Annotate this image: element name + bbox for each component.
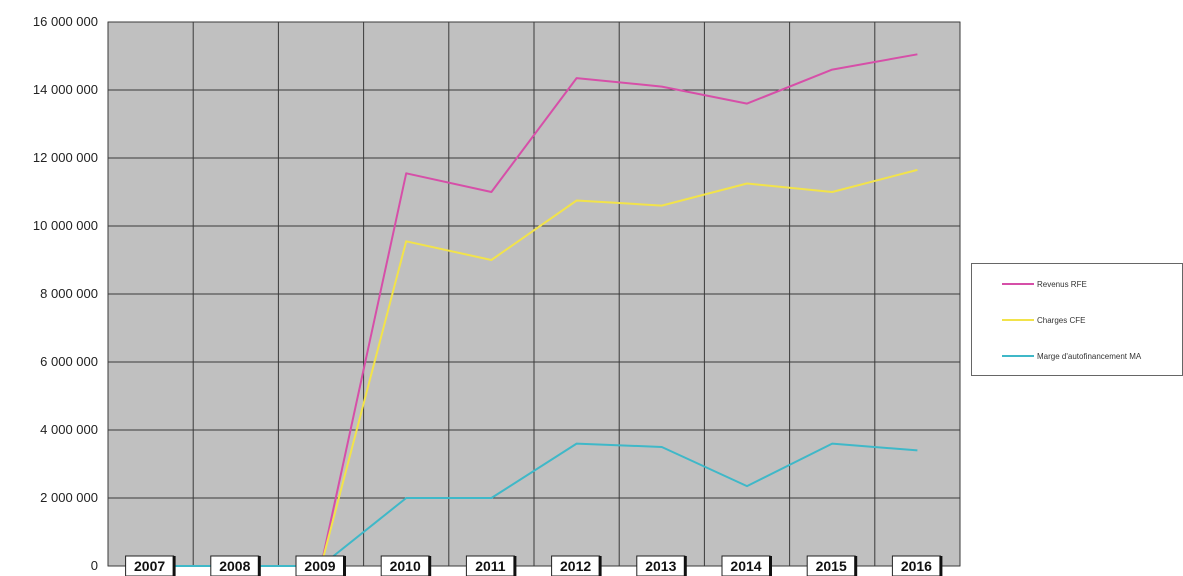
legend-swatch-marge <box>1002 355 1034 357</box>
legend-label-marge: Marge d'autofinancement MA <box>1037 351 1142 361</box>
x-tick-label: 2010 <box>390 558 421 574</box>
x-tick-label: 2014 <box>730 558 761 574</box>
x-tick-2008: 2008 <box>210 555 261 576</box>
y-tick-label: 10 000 000 <box>33 218 98 233</box>
y-tick-label: 12 000 000 <box>33 150 98 165</box>
x-tick-shadow <box>939 556 943 576</box>
x-tick-shadow <box>854 556 858 576</box>
legend-label-charges: Charges CFE <box>1037 315 1086 325</box>
x-tick-2015: 2015 <box>806 555 858 576</box>
y-tick-label: 8 000 000 <box>40 286 98 301</box>
x-tick-label: 2011 <box>475 558 506 574</box>
y-tick-label: 0 <box>91 558 98 573</box>
x-tick-shadow <box>172 556 176 576</box>
x-tick-label: 2009 <box>304 558 335 574</box>
x-tick-shadow <box>513 556 517 576</box>
x-tick-shadow <box>598 556 602 576</box>
y-tick-label: 2 000 000 <box>40 490 98 505</box>
y-tick-label: 4 000 000 <box>40 422 98 437</box>
x-tick-shadow <box>683 556 687 576</box>
x-tick-2010: 2010 <box>380 555 432 576</box>
x-tick-label: 2008 <box>219 558 250 574</box>
x-tick-2013: 2013 <box>636 555 687 576</box>
x-tick-2007: 2007 <box>125 555 176 576</box>
x-tick-shadow <box>769 556 772 576</box>
x-tick-shadow <box>257 556 261 576</box>
x-tick-2012: 2012 <box>551 555 602 576</box>
legend-item-revenus: Revenus RFE <box>1002 278 1087 290</box>
y-tick-label: 14 000 000 <box>33 82 98 97</box>
x-tick-shadow <box>343 556 346 576</box>
x-tick-label: 2012 <box>560 558 591 574</box>
y-tick-label: 6 000 000 <box>40 354 98 369</box>
legend-item-marge: Marge d'autofinancement MA <box>1002 350 1141 362</box>
legend-label-revenus: Revenus RFE <box>1037 279 1087 289</box>
legend-item-charges: Charges CFE <box>1002 314 1085 326</box>
x-tick-2014: 2014 <box>721 555 772 576</box>
legend-swatch-revenus <box>1002 283 1034 285</box>
x-tick-label: 2016 <box>901 558 932 574</box>
x-tick-2011: 2011 <box>465 555 517 576</box>
x-tick-label: 2013 <box>645 558 676 574</box>
y-tick-label: 16 000 000 <box>33 14 98 29</box>
x-tick-shadow <box>428 556 432 576</box>
legend-swatch-charges <box>1002 319 1034 321</box>
y-axis-ticks: 0 2 000 000 4 000 000 6 000 000 8 000 000 10 … <box>33 14 98 573</box>
legend: Revenus RFE Charges CFE Marge d'autofina… <box>971 263 1183 376</box>
series-lines <box>150 53 918 567</box>
x-tick-2009: 2009 <box>295 555 346 576</box>
x-axis-ticks: 2007 2008 2009 2010 2011 2012 2013 2014 2015 2016 <box>125 555 943 576</box>
x-tick-2016: 2016 <box>891 555 943 576</box>
x-tick-label: 2007 <box>134 558 165 574</box>
series-line-2 <box>150 442 918 567</box>
line-chart: 0 2 000 000 4 000 000 6 000 000 8 000 000 10 … <box>33 14 961 576</box>
x-tick-label: 2015 <box>816 558 847 574</box>
